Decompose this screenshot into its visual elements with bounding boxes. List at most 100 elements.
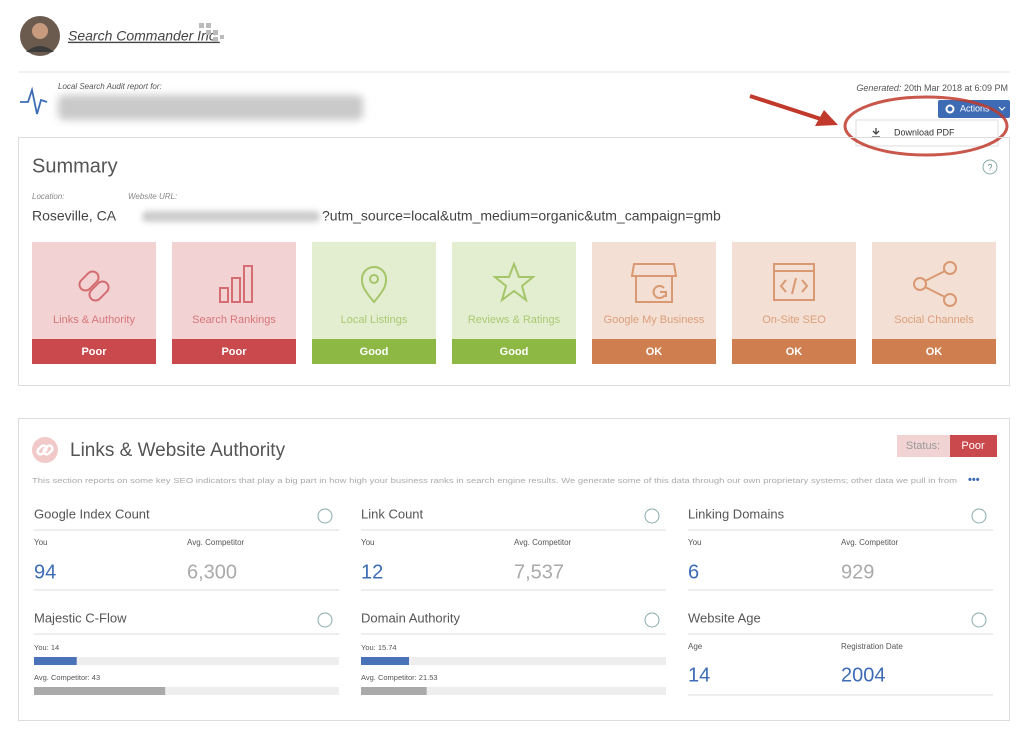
icon-bar [243,265,253,303]
bar-track [361,657,666,665]
icon-node [943,261,957,275]
icon-link [88,280,110,302]
metric-value: 6 [688,561,699,583]
card-status: OK [786,346,803,358]
pulse-icon [20,86,48,115]
card-icon [219,265,253,303]
generated-label: Generated: [856,83,902,93]
actions-label[interactable]: Actions [960,103,990,113]
card-label: Google My Business [604,314,705,326]
card-label: Social Channels [894,314,974,326]
card-icon [78,270,110,302]
card-body [732,242,856,339]
caret [998,106,1006,111]
metric-column: Avg. Competitor [841,538,899,547]
download-pdf[interactable]: Download PDF [894,127,955,137]
metric-title: Google Index Count [34,506,150,521]
actions-button[interactable] [938,100,1010,118]
status-cards: Links & Authority Poor Search Rankings Poor… [32,242,996,364]
metric-value: 7,537 [514,561,564,583]
report-label: Local Search Audit report for: [58,82,162,91]
icon-pin [360,266,388,304]
highlight-oval [843,95,1009,157]
card-status: OK [646,346,663,358]
card-label: Reviews & Ratings [468,314,561,326]
metric-value: 2004 [841,664,886,686]
icon-window [773,263,815,301]
bar-track [34,687,339,695]
card-status-bar [452,339,576,364]
metric-value: 12 [361,561,383,583]
metric-title: Linking Domains [688,506,785,521]
card-label: On-Site SEO [762,314,826,326]
help-icon[interactable] [971,612,987,628]
blurred-url [142,211,320,222]
links-description: This section reports on some key SEO ind… [32,476,957,485]
bar-label: You: 15.74 [361,643,397,652]
links-icon [36,444,54,456]
help-icon[interactable] [971,508,987,524]
location-label: Location: [32,192,64,201]
card-icon [913,261,957,307]
help-icon[interactable] [317,612,333,628]
links-panel [18,418,1010,721]
status-card: On-Site SEO OK [732,242,856,364]
card-icon [492,261,536,303]
avatar-body [26,46,54,52]
status-card: Google My Business OK [592,242,716,364]
summary-panel [18,137,1010,386]
arrow-head [815,110,838,126]
icon-bar [219,287,229,303]
bar-label: You: 14 [34,643,59,652]
help-icon[interactable] [644,612,660,628]
card-label: Local Listings [341,314,408,326]
status-label-bg [897,435,950,457]
metric-column: You [688,538,702,547]
more-dots[interactable]: ••• [968,474,980,486]
metric-title: Majestic C-Flow [34,610,127,625]
generated: Generated: 20th Mar 2018 at 6:09 PM [856,83,1008,93]
icon-link [78,270,100,292]
bar-label: Avg. Competitor: 43 [34,673,100,682]
card-body [172,242,296,339]
metric-value: 929 [841,561,874,583]
metric-value: 6,300 [187,561,237,583]
bar-track [361,687,666,695]
icon-store [630,263,678,303]
metric-column: You [361,538,375,547]
card-status: Poor [221,346,247,358]
metrics: Google Index Count You Avg. Competitor 94 6,… [34,506,993,696]
card-body [312,242,436,339]
bar [34,687,166,695]
card-status-bar [732,339,856,364]
status-value: Poor [961,440,985,452]
status-card: Local Listings Good [312,242,436,364]
metric-column: Age [688,642,703,651]
help-icon[interactable] [982,159,998,175]
status-label: Status: [906,440,940,452]
help-mark: ? [987,162,992,172]
help-icon[interactable] [317,508,333,524]
brand: Search Commander Inc. [68,28,220,44]
blurred-business-name [58,95,363,120]
metric-column: You [34,538,48,547]
card-status-bar [32,339,156,364]
metric-column: Registration Date [841,642,903,651]
metric-title: Website Age [688,610,761,625]
card-label: Search Rankings [192,314,276,326]
url: ?utm_source=local&utm_medium=organic&utm… [322,208,721,224]
card-status: Good [360,346,389,358]
card-status-bar [872,339,996,364]
help-icon[interactable] [644,508,660,524]
brand-dots [199,23,224,42]
card-icon [630,263,678,303]
metric-column: Avg. Competitor [514,538,572,547]
card-label: Links & Authority [53,314,135,326]
card-status-bar [172,339,296,364]
card-status-bar [312,339,436,364]
summary-title: Summary [32,155,118,177]
bar [361,657,410,665]
metric-column: Avg. Competitor [187,538,245,547]
